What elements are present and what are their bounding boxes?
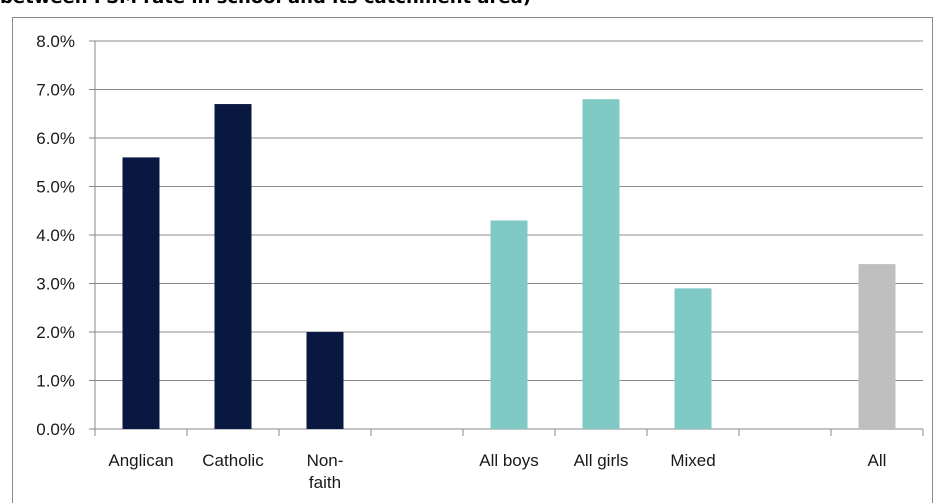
x-category-label: Catholic — [202, 451, 264, 470]
y-tick-label: 8.0% — [36, 32, 75, 51]
bar-anglican — [122, 157, 160, 429]
x-category-label: All girls — [574, 451, 629, 470]
y-tick-label: 3.0% — [36, 275, 75, 294]
x-category-label: Anglican — [108, 451, 173, 470]
bar-mixed — [674, 288, 712, 429]
y-tick-label: 6.0% — [36, 129, 75, 148]
x-category-label: Mixed — [670, 451, 715, 470]
bar-all-girls — [582, 99, 620, 429]
y-tick-label: 5.0% — [36, 178, 75, 197]
bar-non-faith — [306, 332, 344, 429]
y-tick-label: 0.0% — [36, 420, 75, 439]
y-tick-label: 2.0% — [36, 323, 75, 342]
chart-title: between FSM rate in school and its catch… — [0, 0, 936, 8]
bar-all — [858, 264, 896, 429]
x-category-label: All boys — [479, 451, 539, 470]
chart-frame — [12, 17, 933, 503]
x-category-label: Non- — [307, 451, 344, 470]
bar-all-boys — [490, 220, 528, 429]
x-category-label: All — [868, 451, 887, 470]
bar-catholic — [214, 104, 252, 430]
x-category-label: faith — [309, 473, 341, 492]
y-tick-label: 1.0% — [36, 372, 75, 391]
y-tick-label: 4.0% — [36, 226, 75, 245]
y-tick-label: 7.0% — [36, 81, 75, 100]
